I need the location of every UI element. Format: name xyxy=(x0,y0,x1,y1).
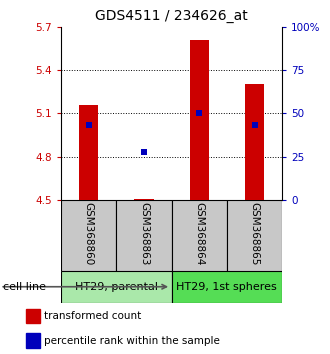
Text: GSM368865: GSM368865 xyxy=(249,202,259,266)
Text: HT29, 1st spheres: HT29, 1st spheres xyxy=(177,282,277,292)
Bar xyxy=(61,200,116,271)
Bar xyxy=(189,40,209,200)
Text: cell line: cell line xyxy=(3,282,46,292)
Bar xyxy=(245,84,264,200)
Bar xyxy=(227,200,282,271)
Text: HT29, parental: HT29, parental xyxy=(75,282,158,292)
Bar xyxy=(172,200,227,271)
Text: transformed count: transformed count xyxy=(44,311,142,321)
Bar xyxy=(116,200,172,271)
Text: GSM368864: GSM368864 xyxy=(194,202,204,266)
Bar xyxy=(134,199,154,200)
Bar xyxy=(172,271,282,303)
Bar xyxy=(26,333,40,348)
Text: percentile rank within the sample: percentile rank within the sample xyxy=(44,336,220,346)
Bar xyxy=(26,309,40,323)
Text: GSM368860: GSM368860 xyxy=(84,202,94,266)
Bar xyxy=(79,105,98,200)
Title: GDS4511 / 234626_at: GDS4511 / 234626_at xyxy=(95,9,248,23)
Bar xyxy=(61,271,172,303)
Text: GSM368863: GSM368863 xyxy=(139,202,149,266)
